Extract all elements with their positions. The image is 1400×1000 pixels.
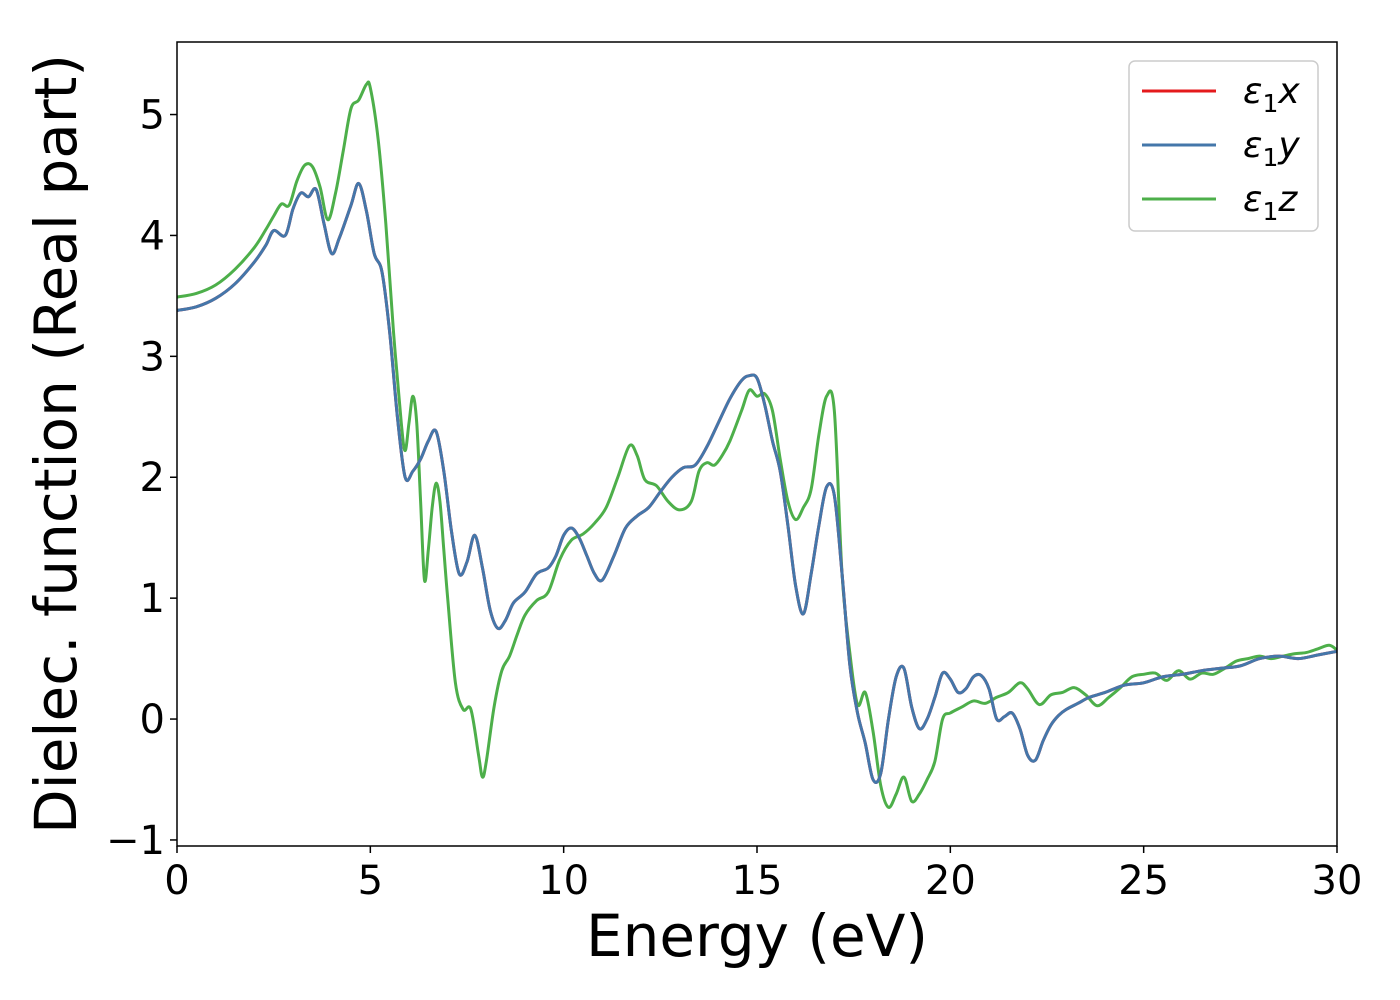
x-tick-label: 15: [732, 858, 783, 904]
series-layer: [177, 80, 1337, 809]
y-tick-label: 3: [140, 334, 165, 380]
x-axis-label: Energy (eV): [586, 902, 928, 970]
legend-label-x: ε1x: [1243, 71, 1300, 118]
x-tick-label: 10: [538, 858, 589, 904]
x-tick-label: 25: [1118, 858, 1169, 904]
legend-component: x: [1277, 71, 1300, 112]
y-axis: −1 0 1 2 3 4 5: [106, 93, 177, 864]
legend-symbol: ε: [1243, 71, 1262, 112]
legend-component: y: [1277, 125, 1300, 166]
series-line-y: [177, 181, 1337, 784]
x-tick-label: 0: [164, 858, 189, 904]
x-tick-label: 30: [1312, 858, 1363, 904]
y-tick-label: 5: [140, 93, 165, 139]
legend-symbol: ε: [1243, 179, 1262, 220]
legend-label-z: ε1z: [1243, 179, 1298, 226]
y-tick-label: −1: [106, 818, 165, 864]
x-tick-label: 20: [925, 858, 976, 904]
y-tick-label: 4: [140, 213, 165, 259]
x-tick-label: 5: [358, 858, 383, 904]
legend-label-y: ε1y: [1243, 125, 1300, 172]
y-tick-label: 2: [140, 455, 165, 501]
legend-subscript: 1: [1262, 89, 1278, 118]
legend-symbol: ε: [1243, 125, 1262, 166]
series-line-z: [177, 80, 1337, 809]
y-axis-label: Dielec. function (Real part): [22, 54, 90, 834]
x-axis: 0 5 10 15 20 25 30: [164, 846, 1362, 904]
legend-component: z: [1277, 179, 1298, 220]
legend-subscript: 1: [1262, 143, 1278, 172]
y-tick-label: 1: [140, 576, 165, 622]
legend-box: [1128, 60, 1319, 232]
y-tick-label: 0: [140, 697, 165, 743]
legend-subscript: 1: [1262, 197, 1278, 226]
